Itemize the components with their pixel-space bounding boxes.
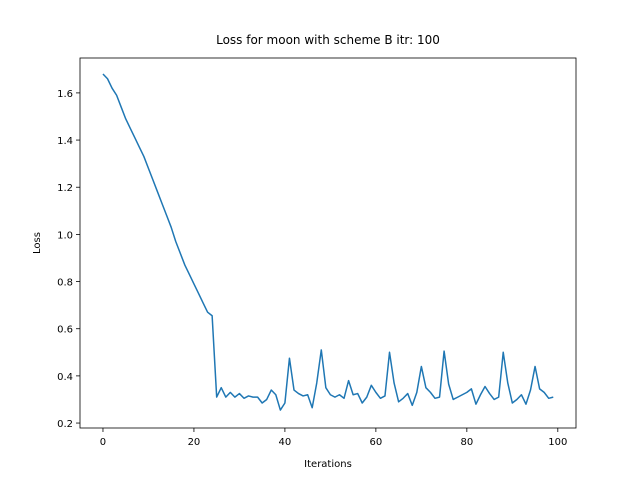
plot-frame	[79, 57, 577, 429]
x-axis-label: Iterations	[304, 459, 352, 470]
y-tick-label: 1.4	[57, 136, 73, 147]
y-axis-label: Loss	[32, 232, 43, 254]
y-tick-label: 0.8	[57, 278, 73, 289]
y-tick-label: 1.0	[57, 230, 73, 241]
y-tick-label: 0.4	[57, 372, 73, 383]
y-tick-label: 1.2	[57, 183, 73, 194]
x-tick-label: 100	[548, 437, 567, 448]
y-tick-label: 0.2	[57, 419, 73, 430]
x-tick-label: 80	[460, 437, 473, 448]
x-tick-label: 40	[279, 437, 292, 448]
x-tick-label: 0	[100, 437, 106, 448]
y-tick-label: 0.6	[57, 325, 73, 336]
y-tick-label: 1.6	[57, 89, 73, 100]
chart-title: Loss for moon with scheme B itr: 100	[216, 33, 440, 47]
x-tick-label: 60	[370, 437, 383, 448]
x-tick-label: 20	[188, 437, 201, 448]
loss-line	[102, 73, 554, 411]
